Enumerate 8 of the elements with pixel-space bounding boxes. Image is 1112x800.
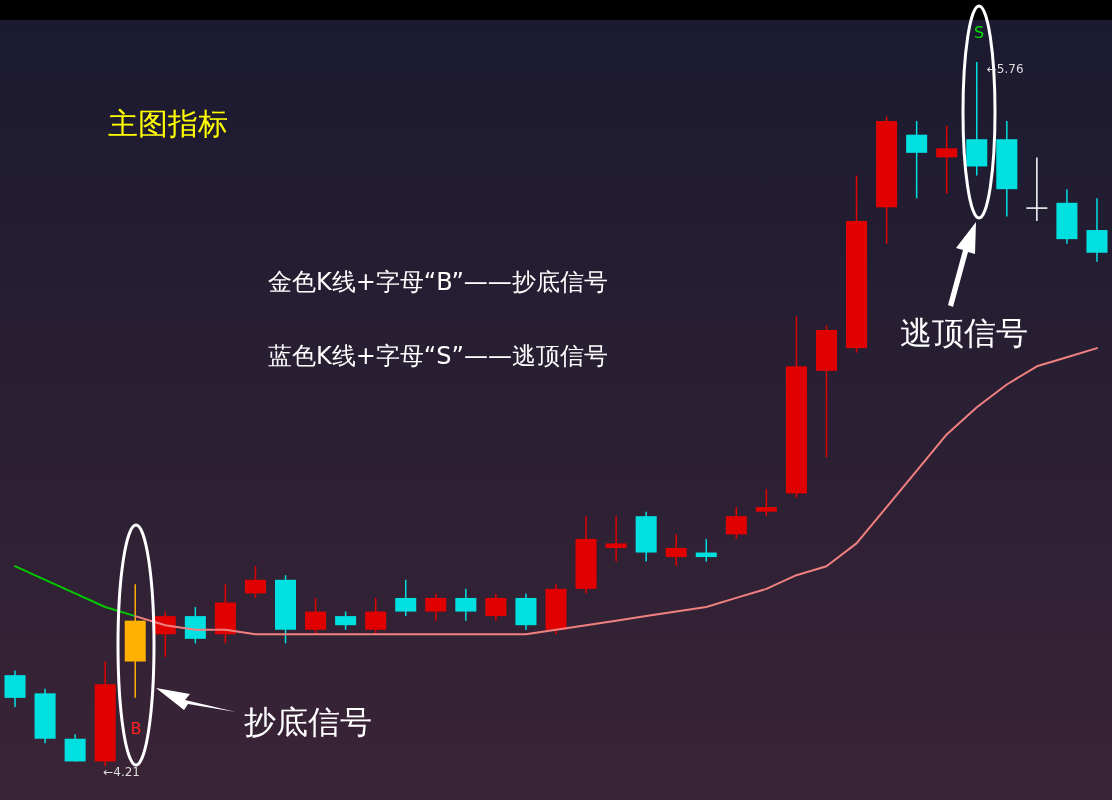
annotation: ←4.21 — [103, 765, 140, 779]
text: 主图指标 — [108, 106, 228, 141]
annotation: 金色K线+字母“B”——抄底信号 — [268, 268, 608, 296]
annotation: 抄底信号 — [244, 703, 372, 741]
annotation: 蓝色K线+字母“S”——逃顶信号 — [268, 342, 608, 370]
annotation: B — [130, 719, 142, 738]
annotation: 逃顶信号 — [900, 314, 1028, 352]
text: S — [973, 23, 985, 42]
